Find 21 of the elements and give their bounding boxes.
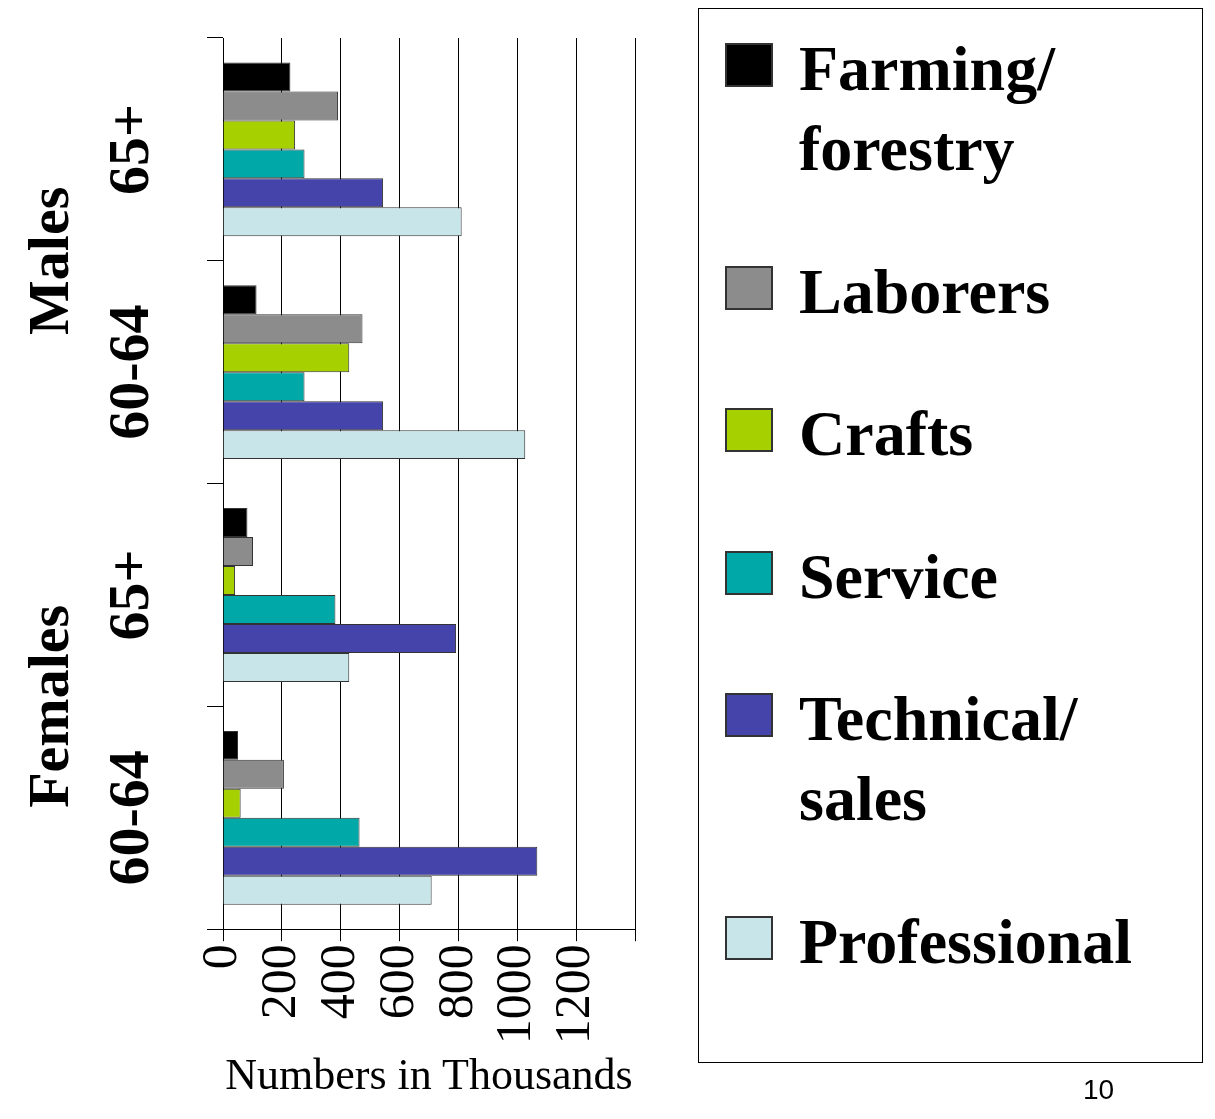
x-tick-label: 400 xyxy=(308,944,365,1020)
y-tick-label: 60-64 xyxy=(95,750,161,886)
text: Females xyxy=(15,604,81,808)
x-axis-title: Numbers in Thousands xyxy=(225,1050,633,1100)
text: 10 xyxy=(1083,1074,1115,1106)
x-tick-label: 600 xyxy=(367,944,424,1020)
legend-label: Service xyxy=(799,539,998,614)
x-tick-label: 1000 xyxy=(485,944,542,1045)
x-tick-label: 1200 xyxy=(544,944,601,1045)
y-tick-label: 65+ xyxy=(95,103,161,195)
x-tick-label: 0 xyxy=(191,944,248,970)
legend-label: Laborers xyxy=(799,254,1051,329)
text: Males xyxy=(15,186,81,335)
y-tick-label: 65+ xyxy=(95,549,161,641)
x-tick-label: 800 xyxy=(426,944,483,1020)
y-tick-label: 60-64 xyxy=(95,304,161,440)
legend-label: Professional xyxy=(799,904,1133,979)
x-tick-label: 200 xyxy=(249,944,306,1020)
legend-label: Farming/ forestry xyxy=(799,32,1057,186)
legend-label: Technical/ sales xyxy=(799,682,1079,837)
legend-label: Crafts xyxy=(799,397,974,472)
